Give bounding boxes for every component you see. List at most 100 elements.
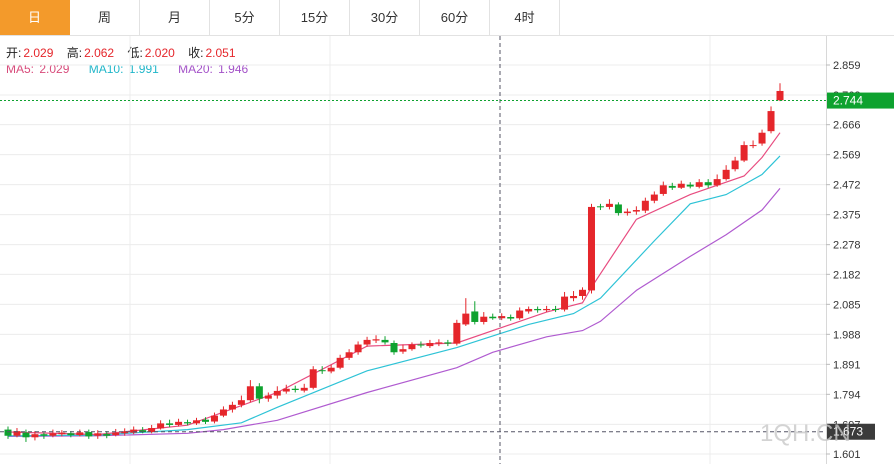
tab-5[interactable]: 30分 [350,0,420,35]
candle-body [291,388,299,390]
candle-body [184,422,192,424]
candle [570,291,578,302]
candle [668,182,676,190]
candle [193,417,201,425]
candle [749,140,757,149]
candle [623,208,631,216]
candle [381,336,389,345]
candle [58,430,66,437]
candle-body [121,431,129,434]
tab-0[interactable]: 日 [0,0,70,35]
candle-body [767,111,775,132]
candle-body [686,184,694,187]
candle [291,385,299,393]
candle [363,336,371,347]
candle-body [13,431,21,436]
candle [166,419,174,428]
candle-body [776,90,784,101]
candle [318,366,326,374]
candle [139,427,147,434]
candle [462,298,470,326]
candle [776,83,784,102]
y-tick-label: 1.988 [833,329,861,341]
candle [76,429,84,437]
y-tick-label: 2.472 [833,180,861,192]
candle [399,344,407,354]
grid [0,36,826,464]
candle [390,340,398,355]
candle-body [758,132,766,144]
candle-body [49,433,57,436]
y-tick-label: 2.859 [833,60,861,72]
candle [453,319,461,346]
candle-body [264,395,272,399]
candle-body [112,432,120,436]
candle [40,432,48,439]
y-tick-label: 1.891 [833,359,861,371]
candle-body [130,429,138,433]
candle-body [40,434,48,436]
candle [731,156,739,172]
ma20-line [7,188,781,437]
candle-body [489,316,497,319]
candle [94,430,102,439]
candle-body [722,169,730,180]
tab-7[interactable]: 4时 [490,0,560,35]
candle [336,354,344,370]
candle [543,305,551,313]
tab-6[interactable]: 60分 [420,0,490,35]
candle [273,386,281,399]
candle [471,301,479,325]
tab-1[interactable]: 周 [70,0,140,35]
candle [722,165,730,181]
candlestick-chart[interactable]: 2.8592.7622.6662.5692.4722.3752.2782.182… [0,36,894,464]
candle [695,179,703,189]
candle-body [579,289,587,296]
current-price-tag [827,92,894,109]
y-tick-label: 2.182 [833,269,861,281]
candle-body [507,317,515,319]
crosshair-price-label: 1.673 [833,425,863,439]
candle [130,426,138,435]
candle-body [157,423,165,429]
candle-body [381,339,389,343]
candle [641,197,649,214]
candle [596,203,604,211]
candle-body [255,386,263,399]
candle [605,199,613,210]
candle [480,312,488,325]
candle-body [614,204,622,214]
candle [219,406,227,418]
candle-body [273,390,281,396]
candle-body [210,415,218,422]
candle [704,179,712,188]
candle-body [444,342,452,344]
candle-body [300,387,308,391]
candle [677,180,685,189]
candle-body [552,308,560,310]
candle-body [363,339,371,345]
candle-body [246,386,254,401]
candle-body [498,316,506,319]
candle [426,339,434,348]
candle [201,417,209,425]
candle [255,383,263,404]
candle [516,307,524,320]
candle [4,426,12,439]
candle [22,429,30,442]
candle-body [713,179,721,186]
tab-3[interactable]: 5分 [210,0,280,35]
high-value: 2.062 [84,46,115,60]
watermark: 1QH.CN [760,420,851,447]
candle-body [22,432,30,438]
candle [13,428,21,438]
ma10-line [7,155,781,437]
candle-body [587,206,595,291]
candle-body [408,344,416,350]
candle [157,420,165,430]
y-tick-label: 2.375 [833,210,861,222]
tab-2[interactable]: 月 [140,0,210,35]
tab-4[interactable]: 15分 [280,0,350,35]
candle [309,366,317,390]
candle-body [605,203,613,207]
